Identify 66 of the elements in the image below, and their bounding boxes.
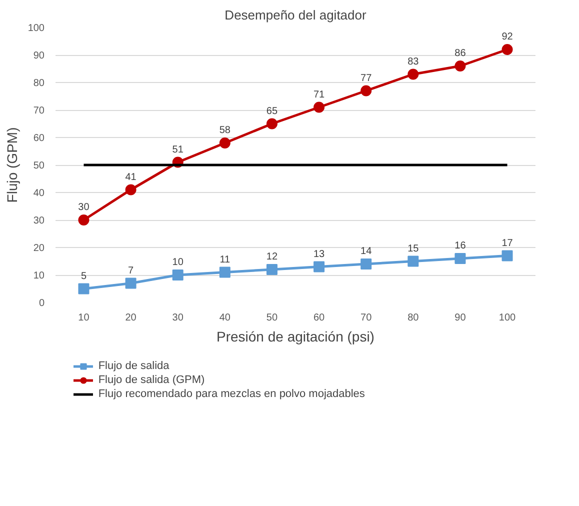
point xyxy=(172,270,184,280)
data-label: 83 xyxy=(408,56,420,68)
y-tick-label: 70 xyxy=(33,106,45,116)
x-tick-label: 30 xyxy=(172,312,184,324)
data-label: 86 xyxy=(454,48,466,59)
y-tick-label: 40 xyxy=(33,188,45,199)
chart-title: Desempeño del agitador xyxy=(224,8,367,22)
data-label: 58 xyxy=(219,125,231,136)
point xyxy=(502,250,513,262)
data-label: 15 xyxy=(408,243,420,254)
data-label: 10 xyxy=(172,257,184,268)
y-tick-label: 20 xyxy=(33,243,45,254)
point xyxy=(78,283,90,294)
x-tick-label: 20 xyxy=(125,312,137,324)
x-tick-label: 100 xyxy=(498,312,516,324)
data-label: 71 xyxy=(313,89,326,100)
point xyxy=(266,264,278,275)
legend-label: Flujo de salida xyxy=(98,359,170,373)
x-axis-title: Presión de agitación (psi) xyxy=(216,328,374,344)
y-tick-label: 100 xyxy=(28,23,45,34)
y-tick-label: 90 xyxy=(33,50,45,62)
point xyxy=(219,138,230,148)
data-label: 17 xyxy=(502,238,514,249)
x-tick-label: 50 xyxy=(266,312,278,324)
data-label: 30 xyxy=(78,202,90,213)
point xyxy=(314,102,325,113)
point xyxy=(454,60,466,72)
point xyxy=(266,118,278,130)
point xyxy=(78,214,90,226)
data-label: 77 xyxy=(360,72,372,84)
data-label: 65 xyxy=(266,106,278,117)
x-tick-label: 60 xyxy=(313,312,326,324)
point xyxy=(314,261,325,272)
y-tick-label: 60 xyxy=(33,133,45,144)
point xyxy=(360,85,372,96)
point xyxy=(125,184,136,196)
x-tick-label: 80 xyxy=(408,312,420,324)
point xyxy=(125,278,136,289)
y-axis-title: Flujo (GPM) xyxy=(4,127,20,203)
y-tick-label: 10 xyxy=(33,270,45,282)
point xyxy=(219,266,230,278)
point xyxy=(454,253,466,264)
data-label: 14 xyxy=(360,246,372,257)
y-tick-label: 80 xyxy=(33,78,45,89)
data-label: 16 xyxy=(454,240,466,252)
data-label: 51 xyxy=(172,144,184,156)
x-tick-label: 40 xyxy=(219,312,231,324)
point xyxy=(502,44,513,55)
point xyxy=(408,68,419,80)
data-label: 41 xyxy=(125,172,137,183)
data-label: 92 xyxy=(502,32,514,42)
x-tick-label: 70 xyxy=(360,312,372,324)
data-label: 13 xyxy=(313,248,326,260)
legend-label: Flujo de salida (GPM) xyxy=(98,373,205,387)
data-label: 12 xyxy=(266,252,278,262)
legend-label: Flujo recomendado para mezclas en polvo mojadables xyxy=(98,387,365,401)
point xyxy=(408,256,419,267)
data-label: 7 xyxy=(128,265,134,276)
data-label: 5 xyxy=(80,270,87,282)
x-tick-label: 10 xyxy=(78,312,90,324)
x-tick-label: 90 xyxy=(454,312,466,324)
point xyxy=(360,258,372,270)
data-label: 11 xyxy=(220,254,231,266)
y-tick-label: 30 xyxy=(33,216,45,226)
y-tick-label: 50 xyxy=(33,160,45,172)
y-tick-label: 0 xyxy=(38,298,45,309)
